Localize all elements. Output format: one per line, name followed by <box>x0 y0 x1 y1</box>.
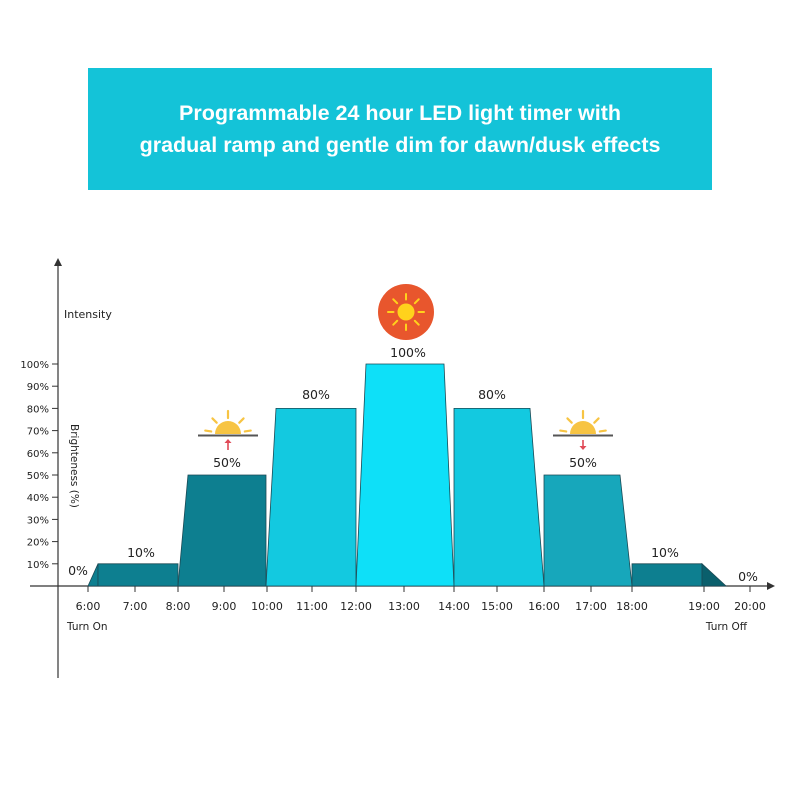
segment-label: 10% <box>127 545 155 560</box>
title-line-2: gradual ramp and gentle dim for dawn/dus… <box>139 133 661 157</box>
x-axis-arrow <box>767 582 775 590</box>
x-note-start: Turn On <box>66 621 108 633</box>
sunrise-icon <box>198 409 258 450</box>
y-tick-label: 20% <box>27 538 49 549</box>
title-line-1: Programmable 24 hour LED light timer wit… <box>178 101 621 125</box>
segment-label: 80% <box>302 387 330 402</box>
y-tick-label: 10% <box>27 560 49 571</box>
brightness-segment-1 <box>97 563 179 587</box>
segment-label: 0% <box>738 569 758 584</box>
title-banner: Programmable 24 hour LED light timer wit… <box>88 68 712 190</box>
x-note-end: Turn Off <box>705 621 748 633</box>
y-tick-label: 50% <box>27 471 49 482</box>
y-tick-label: 70% <box>27 427 49 438</box>
x-tick-label: 17:00 <box>575 600 607 613</box>
y-tick-label: 80% <box>27 404 49 415</box>
segment-label: 100% <box>390 345 426 360</box>
segment-label: 50% <box>569 455 597 470</box>
brightness-segment-8 <box>701 562 728 587</box>
sunset-icon <box>553 409 613 450</box>
x-tick-label: 13:00 <box>388 600 420 613</box>
x-tick-label: 10:00 <box>251 600 283 613</box>
x-tick-label: 18:00 <box>616 600 648 613</box>
y-tick-label: 60% <box>27 449 49 460</box>
brightness-segment-7 <box>631 563 703 587</box>
x-tick-label: 11:00 <box>296 600 328 613</box>
brightness-segment-3 <box>265 407 357 587</box>
y-axis-arrow <box>54 258 62 266</box>
x-tick-label: 20:00 <box>734 600 766 613</box>
y-tick-label: 30% <box>27 515 49 526</box>
brightness-segment-0 <box>87 563 99 587</box>
x-tick-label: 12:00 <box>340 600 372 613</box>
x-tick-label: 7:00 <box>123 600 148 613</box>
x-tick-label: 6:00 <box>76 600 101 613</box>
x-tick-label: 14:00 <box>438 600 470 613</box>
sun-icon <box>378 284 434 340</box>
segment-label: 0% <box>68 563 88 578</box>
brightness-segment-6 <box>543 474 633 587</box>
brightness-segment-5 <box>453 407 545 587</box>
brightness-segment-4 <box>355 363 455 587</box>
segment-label: 10% <box>651 545 679 560</box>
x-tick-label: 8:00 <box>166 600 191 613</box>
y-tick-label: 90% <box>27 382 49 393</box>
x-tick-label: 16:00 <box>528 600 560 613</box>
y-tick-label: 40% <box>27 493 49 504</box>
x-tick-label: 9:00 <box>212 600 237 613</box>
segment-label: 50% <box>213 455 241 470</box>
x-tick-label: 19:00 <box>688 600 720 613</box>
y-axis-title: Intensity <box>64 308 112 321</box>
x-tick-label: 15:00 <box>481 600 513 613</box>
segment-label: 80% <box>478 387 506 402</box>
brightness-segment-2 <box>177 474 267 587</box>
y-tick-label: 100% <box>20 360 49 371</box>
y-axis-side-label: Brighteness (%) <box>68 424 80 508</box>
